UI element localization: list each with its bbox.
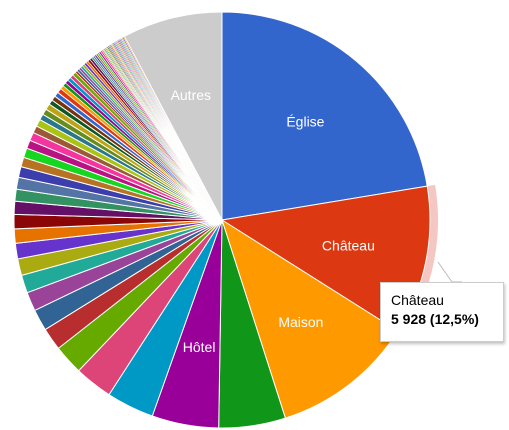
slice-labels: Église Château Maison Hôtel Autres <box>171 87 462 355</box>
pie-slices <box>13 11 438 429</box>
tooltip-value: 5 928 (12,5%) <box>391 311 479 327</box>
slice-chateau-label: Château <box>322 238 375 254</box>
tooltip-title: Château <box>391 292 444 308</box>
slice-maison-label: Maison <box>278 314 323 330</box>
slice-autres[interactable] <box>123 11 223 221</box>
slice-hotel-label: Hôtel <box>183 339 216 355</box>
slice-autres-label: Autres <box>171 87 211 103</box>
slice-eglise-label: Église <box>286 114 324 130</box>
chart-tooltip: Château 5 928 (12,5%) <box>380 282 504 342</box>
tooltip-pointer <box>437 261 462 283</box>
slice-eglise[interactable] <box>221 11 428 221</box>
